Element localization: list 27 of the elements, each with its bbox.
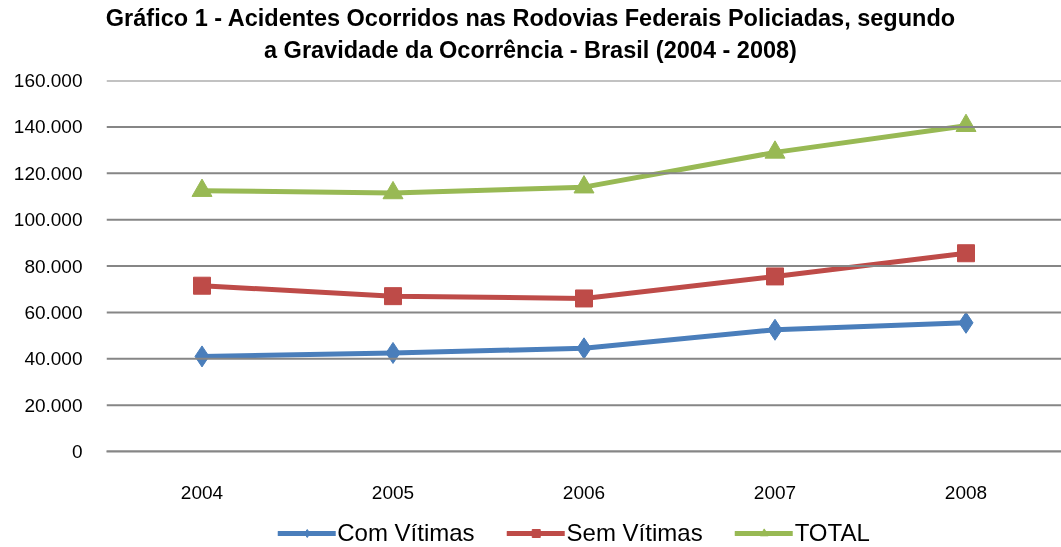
- point: [575, 289, 593, 308]
- y-tick-label: 0: [71, 441, 83, 462]
- x-tick-label: 2008: [944, 481, 988, 503]
- y-tick-label: 20.000: [24, 394, 83, 416]
- point: [764, 140, 786, 159]
- point: [573, 175, 595, 194]
- point: [193, 276, 211, 295]
- y-tick-label: 60.000: [24, 301, 83, 323]
- x-tick-label: 2007: [753, 481, 797, 503]
- legend-label: Sem Vítimas: [566, 519, 703, 547]
- x-tick-label: 2005: [371, 481, 415, 503]
- y-tick-label: 40.000: [24, 348, 83, 370]
- legend-label: Com Vítimas: [337, 519, 475, 547]
- chart-title: Gráfico 1 - Acidentes Ocorridos nas Rodovias Federais Policiadas, segundo a Gravidade da Ocorrência - Brasil (2004 - 2008): [105, 4, 956, 65]
- y-tick-label: 140.000: [13, 116, 83, 138]
- x-tick-label: 2006: [562, 481, 606, 503]
- x-tick-label: 2004: [180, 481, 224, 503]
- y-tick-label: 160.000: [13, 70, 83, 91]
- y-tick-label: 100.000: [13, 209, 83, 231]
- point: [766, 267, 784, 286]
- point: [191, 178, 213, 197]
- y-tick-label: 80.000: [24, 255, 83, 277]
- point: [957, 244, 975, 263]
- legend-label: TOTAL: [794, 519, 870, 547]
- y-tick-label: 120.000: [13, 162, 83, 184]
- point: [384, 287, 402, 306]
- point: [382, 180, 404, 200]
